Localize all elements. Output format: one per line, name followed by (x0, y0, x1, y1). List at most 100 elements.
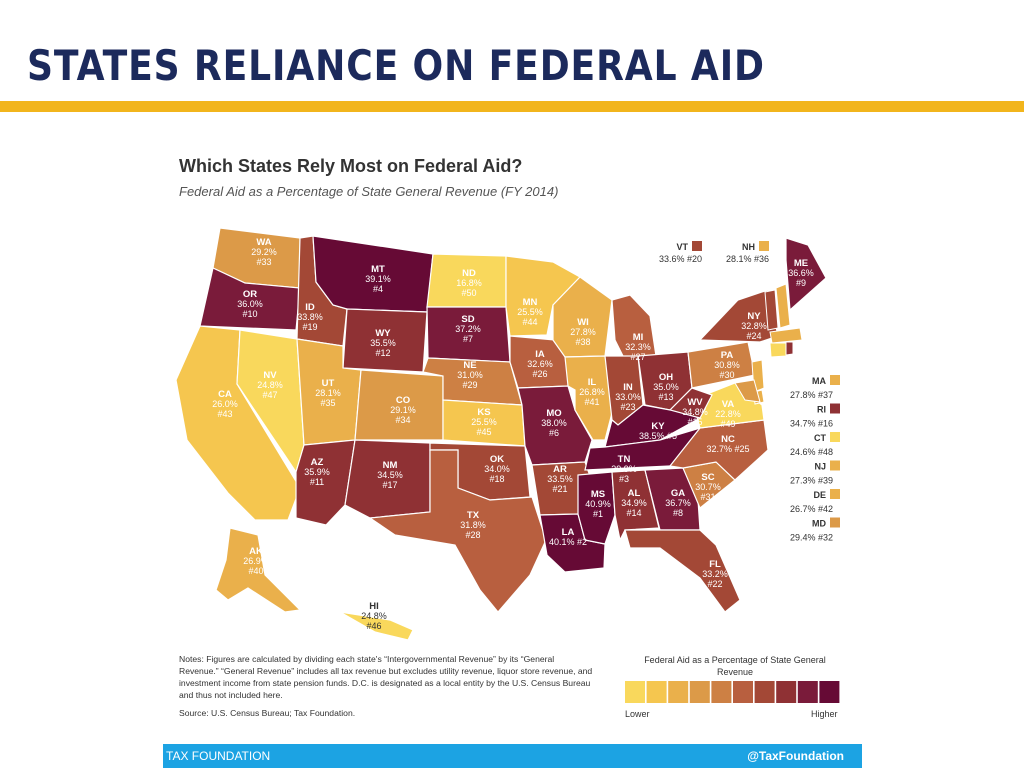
legend-value-vt: 33.6% #20 (659, 254, 702, 264)
state-value-nc: 32.7% #25 (706, 444, 749, 454)
state-value-wv: 34.8% (682, 407, 708, 417)
state-label-il: IL (588, 377, 597, 388)
state-label-ut: UT (322, 378, 335, 389)
state-value-ar: 33.5% (547, 474, 573, 484)
legend-value-nh: 28.1% #36 (726, 254, 769, 264)
state-rank-oh: #13 (658, 392, 673, 402)
state-rank-pa: #30 (719, 370, 734, 380)
state-label-hi: HI (369, 601, 379, 612)
state-value-me: 36.6% (788, 268, 814, 278)
state-label-or: OR (243, 289, 257, 300)
state-rank-sd: #7 (463, 334, 473, 344)
scale-swatch-2 (646, 681, 667, 703)
state-label-ks: KS (477, 407, 490, 418)
legend-value-ma: 27.8% #37 (790, 390, 833, 400)
state-label-ne: NE (463, 360, 476, 371)
legend-value-de: 26.7% #42 (790, 504, 833, 514)
state-rank-in: #23 (620, 402, 635, 412)
state-label-wi: WI (577, 317, 589, 328)
map-subtitle: Federal Aid as a Percentage of State Gen… (179, 184, 559, 199)
state-label-mo: MO (546, 408, 561, 419)
legend-value-md: 29.4% #32 (790, 533, 833, 543)
state-rank-wv: #15 (687, 417, 702, 427)
state-rank-il: #41 (584, 397, 599, 407)
state-label-co: CO (396, 395, 410, 406)
state-value-co: 29.1% (390, 405, 416, 415)
state-value-id: 33.8% (297, 312, 323, 322)
state-label-id: ID (305, 302, 315, 313)
scale-swatch-4 (689, 681, 710, 703)
legend-label-de: DE (813, 490, 826, 500)
state-value-ne: 31.0% (457, 370, 483, 380)
state-rank-ut: #35 (320, 398, 335, 408)
state-label-ar: AR (553, 464, 567, 475)
legend-swatch-nh (759, 241, 769, 251)
state-rank-tx: #28 (465, 530, 480, 540)
state-value-ks: 25.5% (471, 417, 497, 427)
state-value-ny: 32.8% (741, 321, 767, 331)
state-value-nv: 24.8% (257, 380, 283, 390)
state-label-wa: WA (256, 237, 271, 248)
state-value-wy: 35.5% (370, 338, 396, 348)
state-label-ia: IA (535, 349, 545, 360)
state-rank-wa: #33 (256, 257, 271, 267)
state-rank-ks: #45 (476, 427, 491, 437)
legend-swatch-ri (830, 403, 840, 414)
state-rank-tn: #3 (619, 474, 629, 484)
state-label-sd: SD (461, 314, 474, 325)
state-value-in: 33.0% (615, 392, 641, 402)
state-rank-mo: #6 (549, 428, 559, 438)
state-label-me: ME (794, 258, 808, 269)
title-rule (0, 101, 1024, 112)
state-ak (215, 527, 302, 613)
state-label-mn: MN (523, 297, 538, 308)
state-rank-nm: #17 (382, 480, 397, 490)
legend-label-nh: NH (742, 242, 755, 252)
state-label-al: AL (628, 488, 641, 499)
state-label-pa: PA (721, 350, 734, 361)
state-label-tx: TX (467, 510, 480, 521)
state-label-ca: CA (218, 389, 232, 400)
state-rank-id: #19 (302, 322, 317, 332)
state-fl (624, 529, 741, 613)
slide-title: STATES RELIANCE ON FEDERAL AID (27, 41, 765, 90)
state-rank-sc: #31 (700, 492, 715, 502)
state-label-az: AZ (311, 457, 324, 468)
scale-swatch-9 (797, 681, 818, 703)
state-label-tn: TN (618, 454, 631, 465)
state-value-ak: 26.9% (243, 556, 269, 566)
state-rank-fl: #22 (707, 579, 722, 589)
state-rank-or: #10 (242, 309, 257, 319)
state-value-ky: 38.5% #5 (639, 431, 677, 441)
state-label-nm: NM (383, 460, 398, 471)
legend-label-md: MD (812, 519, 826, 529)
legend-label-ct: CT (814, 433, 826, 443)
state-rank-mt: #4 (373, 284, 383, 294)
state-value-wi: 27.8% (570, 327, 596, 337)
state-rank-nv: #47 (262, 390, 277, 400)
legend-swatch-nj (830, 460, 840, 471)
state-rank-ar: #21 (552, 484, 567, 494)
scale-higher-label: Higher (811, 709, 838, 719)
legend-swatch-de (830, 489, 840, 499)
state-value-mi: 32.3% (625, 342, 651, 352)
state-ga (644, 467, 701, 531)
state-rank-al: #14 (626, 508, 641, 518)
legend-swatch-vt (692, 241, 702, 251)
state-label-la: LA (562, 527, 575, 538)
map-title: Which States Rely Most on Federal Aid? (179, 156, 523, 176)
scale-swatch-8 (776, 681, 797, 703)
state-rank-wy: #12 (375, 348, 390, 358)
state-value-il: 26.8% (579, 387, 605, 397)
legend-label-ma: MA (812, 376, 826, 386)
state-label-fl: FL (709, 559, 721, 570)
state-value-mt: 39.1% (365, 274, 391, 284)
state-label-wv: WV (687, 397, 703, 408)
state-value-mo: 38.0% (541, 418, 567, 428)
state-rank-ok: #18 (489, 474, 504, 484)
state-value-sc: 30.7% (695, 482, 721, 492)
scale-swatch-1 (625, 681, 645, 703)
state-label-nc: NC (721, 434, 735, 445)
state-value-sd: 37.2% (455, 324, 481, 334)
state-label-wy: WY (375, 328, 391, 339)
